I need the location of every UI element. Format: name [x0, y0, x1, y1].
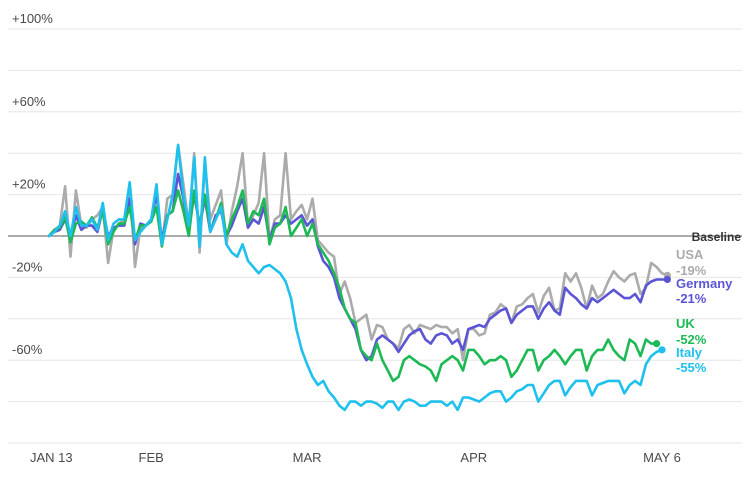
series-name-label: Italy	[676, 345, 703, 360]
series-line-italy	[47, 143, 664, 412]
y-tick-label: -20%	[12, 259, 43, 274]
series-lines	[47, 143, 671, 412]
series-name-label: Germany	[676, 276, 733, 291]
baseline-label: Baseline	[692, 230, 742, 244]
y-tick-label: -60%	[12, 342, 43, 357]
x-tick-label: FEB	[139, 450, 164, 465]
series-end-point-germany	[663, 275, 671, 284]
series-end-labels: USA-19%Germany-21% UK-52%Italy-55%	[676, 247, 733, 375]
y-tick-label: +100%	[12, 11, 53, 26]
x-tick-label: MAY 6	[643, 450, 681, 465]
series-name-label: USA	[676, 247, 704, 262]
series-line-uk	[47, 189, 658, 383]
y-tick-label: +60%	[12, 94, 46, 109]
x-tick-label: MAR	[293, 450, 322, 465]
series-end-point-italy	[658, 346, 666, 354]
series-value-label: -19%	[676, 263, 707, 278]
series-value-label: -52%	[676, 332, 707, 347]
series-value-label: -21%	[676, 291, 707, 306]
series-name-label: UK	[676, 316, 695, 331]
x-axis-tick-labels: JAN 13 FEB MAR APR MAY 6	[30, 450, 681, 465]
x-tick-label: APR	[460, 450, 487, 465]
x-tick-label: JAN 13	[30, 450, 73, 465]
series-value-label: -55%	[676, 360, 707, 375]
y-axis-tick-labels: +100% +60% +20% -20% -60%	[12, 11, 53, 357]
y-tick-label: +20%	[12, 177, 46, 192]
series-line-usa	[47, 143, 669, 362]
series-end-point-uk	[653, 340, 661, 348]
